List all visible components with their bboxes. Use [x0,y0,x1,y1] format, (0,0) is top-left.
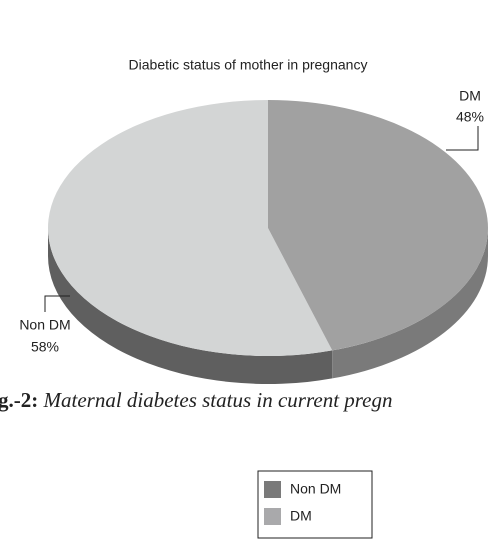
pie-slice [268,100,488,351]
chart-title: Diabetic status of mother in pregnancy [129,57,368,73]
legend-swatch [264,481,281,498]
slice-label: DM [459,88,481,104]
caption-label: g.-2: [0,388,38,412]
legend-swatch [264,508,281,525]
legend-label: Non DM [290,481,341,497]
leader-line [44,295,70,312]
leader-line [446,126,479,151]
caption-text: Maternal diabetes status in current preg… [43,388,393,412]
caption: g.-2: Maternal diabetes status in curren… [0,388,393,412]
pie-side [332,228,488,379]
slice-value-label: 48% [456,109,484,125]
slice-value-label: 58% [31,339,59,355]
pie-slice [47,100,333,357]
legend-label: DM [290,508,312,524]
slice-label: Non DM [19,317,70,333]
pie-side [48,228,333,384]
